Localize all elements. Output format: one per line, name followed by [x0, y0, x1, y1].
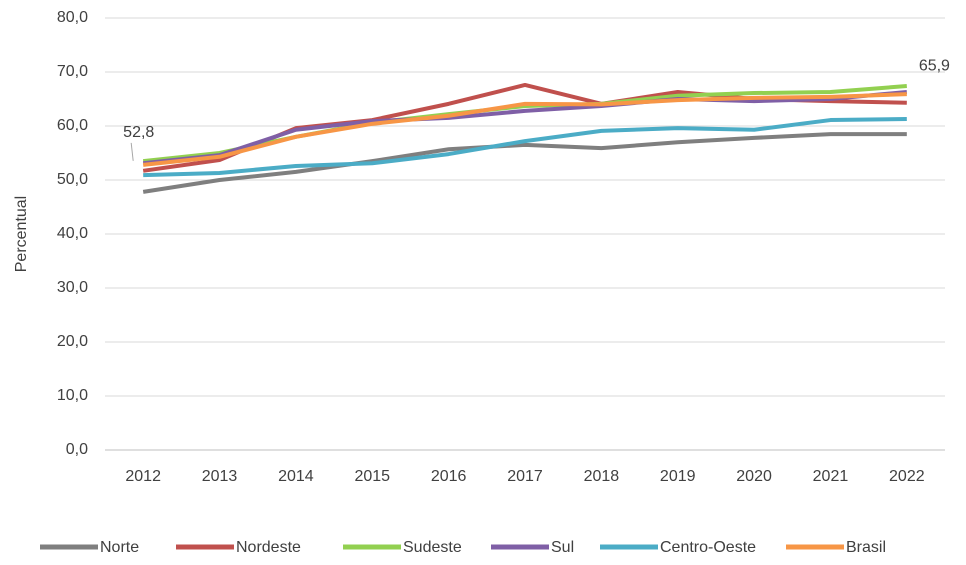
legend-label: Norte: [100, 539, 139, 556]
legend-label: Sudeste: [403, 539, 462, 556]
data-label: 65,9: [919, 57, 950, 74]
x-tick-label: 2013: [202, 468, 238, 485]
y-tick-label: 10,0: [57, 387, 88, 404]
legend-label: Centro-Oeste: [660, 539, 756, 556]
y-tick-label: 60,0: [57, 117, 88, 134]
legend-label: Sul: [551, 539, 574, 556]
x-tick-label: 2019: [660, 468, 696, 485]
series-line: [143, 116, 907, 178]
leader-line: [130, 142, 134, 161]
y-tick-label: 30,0: [57, 279, 88, 296]
legend-label: Brasil: [846, 539, 886, 556]
y-axis-label: Percentual: [13, 196, 30, 273]
x-tick-label: 2015: [354, 468, 390, 485]
y-tick-label: 0,0: [66, 441, 88, 458]
y-tick-label: 50,0: [57, 171, 88, 188]
x-tick-label: 2022: [889, 468, 925, 485]
x-tick-label: 2018: [584, 468, 620, 485]
series-line: [142, 89, 908, 166]
x-tick-label: 2020: [736, 468, 772, 485]
x-tick-label: 2016: [431, 468, 467, 485]
y-tick-label: 20,0: [57, 333, 88, 350]
x-tick-label: 2017: [507, 468, 543, 485]
legend-label: Nordeste: [236, 539, 301, 556]
x-tick-label: 2014: [278, 468, 314, 485]
series-line: [142, 132, 907, 194]
data-label: 52,8: [123, 124, 154, 141]
x-tick-label: 2012: [125, 468, 161, 485]
y-tick-label: 70,0: [57, 63, 88, 80]
y-tick-label: 80,0: [57, 9, 88, 26]
y-tick-label: 40,0: [57, 225, 88, 242]
series-line: [142, 92, 907, 167]
x-tick-label: 2021: [813, 468, 849, 485]
